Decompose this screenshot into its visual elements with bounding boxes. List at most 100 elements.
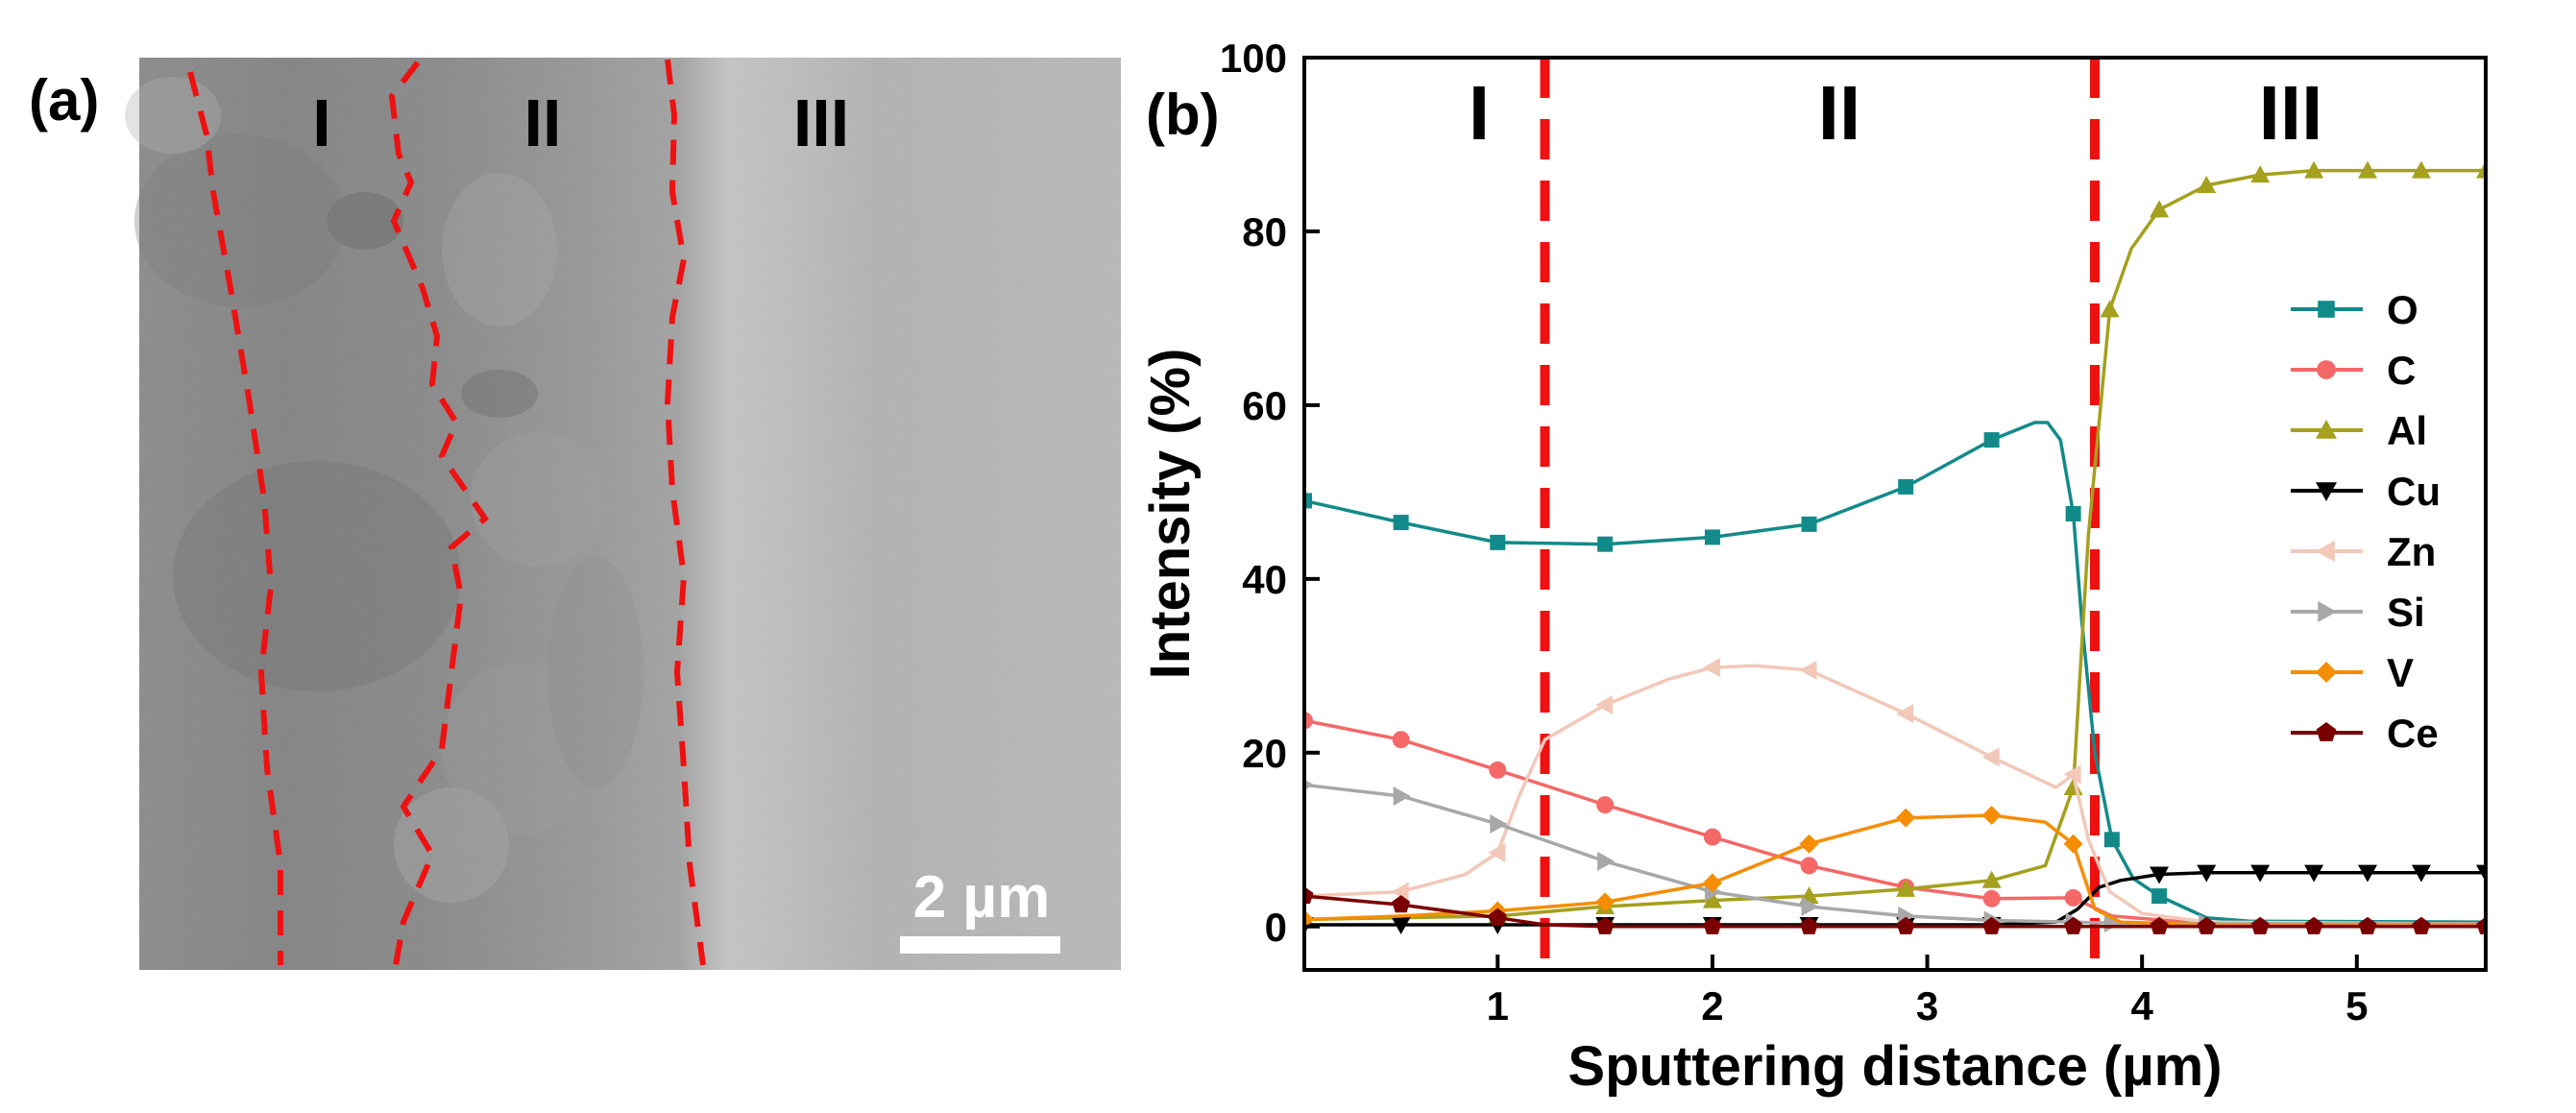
legend-marker-zn [2316,541,2335,562]
legend-item-cu: Cu [2291,469,2441,514]
series-layer [1304,160,2486,934]
sem-boundary-3 [664,59,706,966]
series-v [1304,805,2486,930]
sem-region-label-1: I [312,85,330,160]
legend-item-si: Si [2291,590,2425,635]
legend-marker-v [2316,662,2337,683]
chart-region-label-3: III [2259,70,2323,156]
data-point-si [1490,814,1508,834]
series-al [1304,160,2486,928]
legend-label-ce: Ce [2387,711,2439,756]
data-point-ce [1896,916,1915,934]
y-axis: 0 20 40 60 80 100 [1220,36,1320,950]
scale-bar [900,936,1060,954]
data-point-o [1801,516,1817,532]
data-point-si [1801,896,1819,916]
data-point-c [1392,731,1410,749]
sem-grain [139,58,1121,970]
data-point-ce [1488,907,1507,926]
data-point-v [2063,834,2083,854]
legend-item-al: Al [2291,408,2427,453]
series-si [1304,779,2486,934]
legend-item-zn: Zn [2291,529,2436,574]
sem-boundary-1 [187,71,283,965]
sem-image: I II III 2 µm [125,58,1121,970]
chart-boundaries [1540,58,2100,970]
legend-label-al: Al [2387,408,2427,453]
data-point-o [1898,478,1914,495]
chart-region-label-1: I [1469,70,1490,156]
data-point-si [1304,779,1314,790]
data-point-ce [1595,916,1615,934]
data-point-cu [2304,864,2324,883]
data-point-o [1704,529,1720,545]
sem-region-label-2: II [524,85,562,160]
panel-b-label: (b) [1146,83,1220,147]
series-o [1304,421,2486,924]
data-point-c [1982,889,2001,907]
legend-marker-al [2316,420,2337,439]
depth-profile-chart: 0 20 40 60 80 100 1 2 3 4 5 I II III Sputtering d… [1139,36,2488,1098]
data-point-c [1703,828,1721,846]
series-line-v [1304,813,2486,927]
legend-label-cu: Cu [2387,469,2441,514]
x-axis-label: Sputtering distance (µm) [1567,1035,2222,1098]
data-point-al [2358,160,2377,179]
data-point-al [1896,879,1916,897]
series-line-al [1304,168,2486,922]
x-axis: 1 2 3 4 5 [1487,955,2368,1028]
y-tick-label: 0 [1265,905,1287,950]
data-point-ce [2358,916,2377,934]
legend-marker-cu [2316,482,2337,501]
data-point-o [2151,888,2168,905]
data-point-ce [2064,916,2083,934]
legend-marker-si [2318,601,2337,622]
data-point-al [2197,176,2217,193]
data-point-cu [2476,864,2486,883]
data-point-c [2064,888,2082,907]
legend-item-c: C [2291,348,2416,393]
data-point-c [1596,796,1615,814]
legend-label-c: C [2387,348,2416,393]
x-tick-label: 2 [1701,983,1723,1028]
data-point-o [1597,536,1614,552]
data-point-al [1702,890,1722,908]
data-point-zn [1981,747,2000,767]
data-point-ce [2412,916,2431,934]
data-point-cu [2150,866,2170,884]
legend-label-si: Si [2387,590,2425,635]
y-tick-label: 20 [1242,731,1287,776]
y-tick-label: 100 [1220,36,1287,81]
data-point-ce [1304,886,1314,905]
data-point-zn [2063,764,2081,785]
data-point-v [1896,808,1916,828]
y-tick-label: 80 [1242,209,1287,254]
data-point-cu [2411,864,2431,883]
data-point-ce [2476,916,2486,934]
series-ce [1304,886,2486,934]
data-point-ce [1392,895,1411,913]
data-point-ce [2304,916,2323,934]
x-tick-label: 3 [1916,983,1938,1028]
data-point-al [1981,870,2002,888]
series-c [1304,712,2486,927]
chart-region-label-2: II [1818,70,1860,156]
legend-label-v: V [2387,650,2414,695]
scale-bar-label: 2 µm [913,864,1051,931]
y-tick-label: 60 [1242,383,1287,428]
data-point-al [2100,300,2120,318]
data-point-v [1595,892,1616,912]
data-point-c [1304,712,1313,730]
data-point-cu [2197,864,2217,883]
series-line-zn [1304,664,2486,926]
data-point-al [2150,200,2170,218]
data-point-o [1304,493,1312,509]
data-point-o [2065,506,2081,521]
data-point-zn [1595,695,1614,715]
sem-boundaries [187,59,706,966]
data-point-si [1393,786,1411,807]
data-point-cu [1391,916,1411,934]
y-tick-label: 40 [1242,557,1287,602]
data-point-al [2250,165,2271,183]
